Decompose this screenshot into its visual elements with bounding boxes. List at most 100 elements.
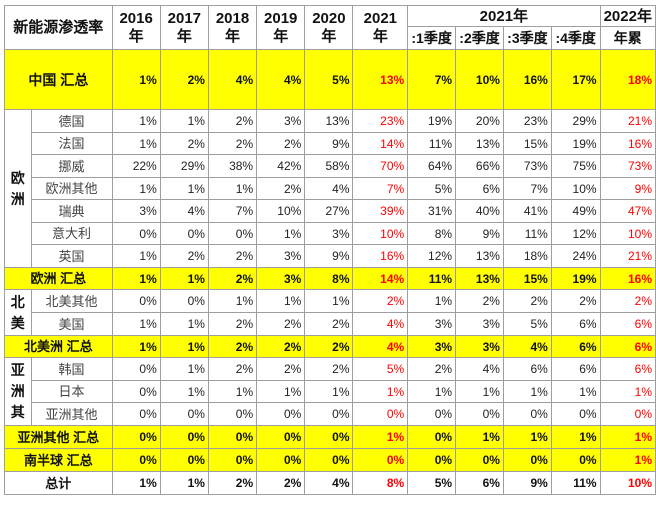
cell: 3% [304,222,354,245]
cell: 2% [256,471,306,495]
country-label: 英国 [30,244,113,268]
cell: 4% [352,312,409,336]
cell: 0% [111,357,161,381]
table-row: 亚 洲 其 韩国 0% 1% 2% 2% 2% 5% 2% 4% 6% 6% 6… [4,357,656,426]
table-row: 日本 0% 1% 1% 1% 1% 1% 1% 1% 1% 1% 1% [5,380,656,403]
cell: 0% [550,402,601,426]
country-label: 美国 [30,312,113,336]
cell: 0% [159,425,209,449]
cell: 0% [256,402,306,426]
region-text: 亚 洲 其 [10,362,25,420]
cell: 0% [111,402,161,426]
cell: 2% [207,357,258,381]
cell: 7% [407,49,457,110]
cell: 0% [304,425,354,449]
cell: 6% [550,357,601,381]
cell: 1% [502,425,552,449]
country-label: 韩国 [30,357,113,381]
region-label: 北 美 [4,289,32,336]
cell: 1% [111,49,161,110]
table-row: 意大利 0% 0% 0% 1% 3% 10% 8% 9% 11% 12% 10% [5,222,656,245]
table-row: 美国 1% 1% 2% 2% 2% 4% 3% 3% 5% 6% 6% [5,312,656,336]
cell: 27% [304,199,354,223]
cell: 1% [207,177,258,200]
cell: 21% [599,244,656,268]
cell: 6% [502,357,552,381]
cell: 1% [111,471,161,495]
year-label: 2021 年 [363,10,398,45]
cell: 1% [159,380,209,403]
cell: 2% [159,244,209,268]
cell: 6% [599,357,656,381]
cell: 19% [550,132,601,155]
ytd-header-top: 2022年 [599,5,656,27]
cell: 9% [599,177,656,200]
cell: 13% [455,132,504,155]
cell: 10% [599,471,656,495]
table-row: 欧 洲 德国 1% 1% 2% 3% 13% 23% 19% 20% 23% 2… [4,109,656,268]
cell: 1% [207,289,258,313]
region-label: 亚 洲 其 [4,357,32,426]
cell: 0% [111,380,161,403]
cell: 3% [256,244,306,268]
cell: 12% [550,222,601,245]
cell: 0% [407,448,457,472]
cell: 1% [207,380,258,403]
country-label: 欧洲其他 [30,177,113,200]
region-text: 欧 洲 [10,169,25,207]
cell: 13% [304,109,354,133]
cell: 0% [407,425,457,449]
cell: 1% [256,222,306,245]
cell: 4% [159,199,209,223]
cell: 5% [407,177,457,200]
cell: 23% [352,109,409,133]
cell: 2% [256,177,306,200]
quarter-header: :3季度 [502,26,552,50]
cell: 19% [407,109,457,133]
cell: 66% [455,154,504,178]
cell: 1% [550,425,601,449]
cell: 1% [111,312,161,336]
year-header: 2019 年 [256,5,306,50]
cell: 42% [256,154,306,178]
cell: 1% [159,471,209,495]
cell: 15% [502,132,552,155]
cell: 10% [256,199,306,223]
cell: 0% [455,448,504,472]
cell: 1% [599,425,656,449]
cell: 4% [304,177,354,200]
cell: 0% [159,289,209,313]
cell: 4% [256,49,306,110]
table-row: 北美洲 汇总 1% 1% 2% 2% 2% 4% 3% 3% 4% 6% 6% [4,335,656,358]
country-label: 法国 [30,132,113,155]
cell: 1% [599,448,656,472]
cell: 0% [159,448,209,472]
cell: 1% [111,267,161,290]
cell: 2% [256,132,306,155]
cell: 2% [207,267,258,290]
cell: 1% [159,109,209,133]
country-label: 北美其他 [30,289,113,313]
cell: 0% [407,402,457,426]
cell: 0% [502,402,552,426]
cell: 13% [352,49,409,110]
cell: 40% [455,199,504,223]
cell: 0% [207,222,258,245]
row-label: 总计 [4,471,113,495]
cell: 2% [207,335,258,358]
cell: 1% [159,267,209,290]
year-label: 2019 年 [264,10,298,45]
cell: 22% [111,154,161,178]
country-label: 日本 [30,380,113,403]
cell: 0% [599,402,656,426]
cell: 1% [502,380,552,403]
cell: 8% [352,471,409,495]
cell: 2% [256,312,306,336]
cell: 2% [207,132,258,155]
cell: 16% [352,244,409,268]
cell: 70% [352,154,409,178]
table-row: 法国 1% 2% 2% 2% 9% 14% 11% 13% 15% 19% 16… [5,132,656,155]
table-row: 总计 1% 1% 2% 2% 4% 8% 5% 6% 9% 11% 10% [4,471,656,495]
penetration-table: 新能源渗透率 2016 年 2017 年 2018 年 2019 年 2020 … [4,5,656,495]
cell: 1% [352,380,409,403]
